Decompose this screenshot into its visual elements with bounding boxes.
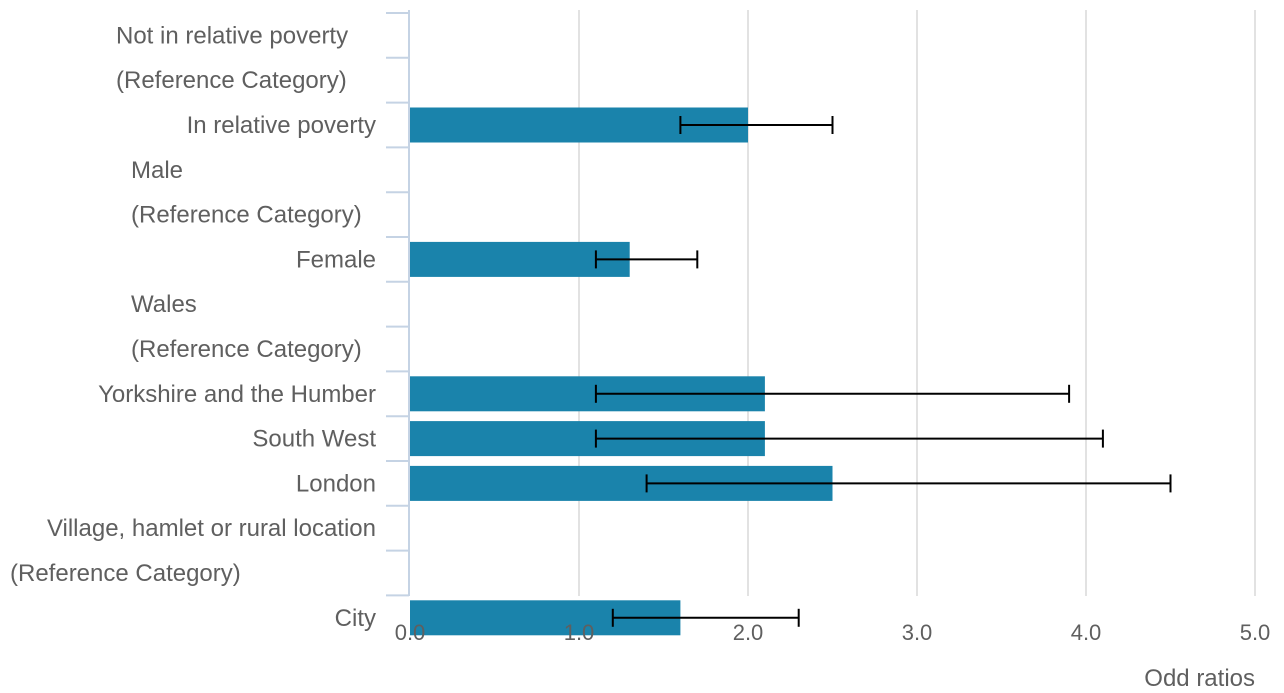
x-tick-label: 3.0 (902, 620, 933, 645)
x-tick-label: 4.0 (1071, 620, 1102, 645)
category-label: (Reference Category) (10, 560, 241, 587)
error-bars (594, 116, 1172, 627)
category-label: Wales (131, 291, 197, 318)
category-labels: Not in relative poverty (Reference Catego… (10, 22, 376, 631)
category-label: Not in relative poverty (116, 22, 348, 49)
category-label: South West (252, 426, 376, 453)
x-tick-label: 2.0 (733, 620, 764, 645)
x-tick-label: 1.0 (564, 620, 595, 645)
category-label: Male (131, 157, 183, 184)
category-label: Female (296, 246, 376, 273)
category-label: Village, hamlet or rural location (47, 515, 376, 542)
category-label: In relative poverty (187, 112, 376, 139)
y-axis (386, 10, 410, 597)
category-label: (Reference Category) (131, 202, 362, 229)
gridlines (578, 10, 1256, 596)
x-tick-label: 0.0 (395, 620, 426, 645)
bar (410, 241, 630, 277)
category-label: London (296, 470, 376, 497)
category-label: City (335, 605, 376, 632)
category-label: (Reference Category) (116, 67, 347, 94)
x-tick-labels: 0.0 1.0 2.0 3.0 4.0 5.0 (395, 620, 1271, 645)
bars (410, 107, 833, 636)
x-axis-title: Odd ratios (1144, 665, 1255, 692)
x-tick-label: 5.0 (1240, 620, 1271, 645)
category-label: Yorkshire and the Humber (98, 381, 376, 408)
category-label: (Reference Category) (131, 336, 362, 363)
